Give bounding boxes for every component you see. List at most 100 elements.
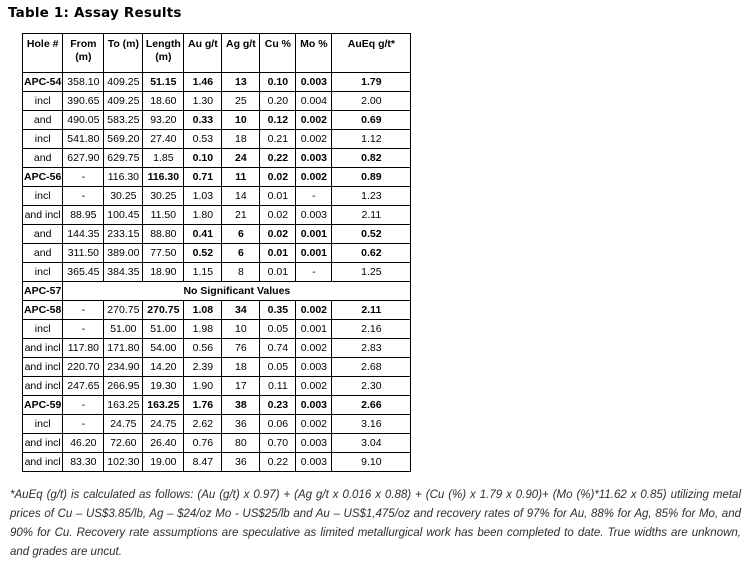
value-cell: 0.004 — [295, 91, 333, 111]
value-cell: 18.90 — [142, 262, 185, 282]
value-cell: 72.60 — [103, 433, 144, 453]
value-cell: 0.74 — [259, 338, 297, 358]
header-cell-1: From (m) — [62, 33, 105, 73]
value-cell: 51.00 — [142, 319, 185, 339]
value-cell: 1.23 — [331, 186, 412, 206]
value-cell: 0.01 — [259, 243, 297, 263]
value-cell: 163.25 — [103, 395, 144, 415]
hole-id-cell: and incl — [21, 376, 64, 396]
table-row: APC-56-116.30 116.30 0.71 11 0.02 0.002 0.89 — [21, 167, 412, 187]
value-cell: 0.002 — [295, 129, 333, 149]
value-cell: 409.25 — [103, 72, 144, 92]
value-cell: 27.40 — [142, 129, 185, 149]
value-cell: 11 — [221, 167, 261, 187]
value-cell: 629.75 — [103, 148, 144, 168]
value-cell: - — [62, 319, 105, 339]
header-cell-2: To (m) — [103, 33, 144, 73]
value-cell: 0.003 — [295, 433, 333, 453]
table-row: incl -30.25 30.25 1.03 14 0.01-1.23 — [21, 186, 412, 206]
value-cell: 0.02 — [259, 224, 297, 244]
value-cell: 1.08 — [183, 300, 223, 320]
table-row: incl 365.45 384.35 18.90 1.15 8 0.01-1.25 — [21, 262, 412, 282]
value-cell: 1.76 — [183, 395, 223, 415]
footnote: *AuEq (g/t) is calculated as follows: (A… — [10, 489, 741, 558]
value-cell: 490.05 — [62, 110, 105, 130]
header-cell-3: Length (m) — [142, 33, 185, 73]
value-cell: 389.00 — [103, 243, 144, 263]
value-cell: 0.33 — [183, 110, 223, 130]
table-row: APC-57 No Significant Values — [21, 281, 412, 301]
value-cell: 233.15 — [103, 224, 144, 244]
value-cell: 1.85 — [142, 148, 185, 168]
value-cell: 0.69 — [331, 110, 412, 130]
value-cell: 80 — [221, 433, 261, 453]
value-cell: 0.003 — [295, 395, 333, 415]
table-row: and incl 220.70 234.90 14.20 2.39 18 0.05 0.003… — [21, 357, 412, 377]
value-cell: 0.20 — [259, 91, 297, 111]
header-cell-7: Mo % — [295, 33, 333, 73]
table-row: and 627.90 629.75 1.85 0.10 24 0.22 0.003 0.82 — [21, 148, 412, 168]
table-title: Table 1: Assay Results — [8, 5, 182, 21]
hole-id-cell: APC-57 — [21, 281, 64, 301]
value-cell: 583.25 — [103, 110, 144, 130]
header-cell-0: Hole # — [21, 33, 64, 73]
value-cell: 0.71 — [183, 167, 223, 187]
value-cell: 220.70 — [62, 357, 105, 377]
value-cell: 10 — [221, 319, 261, 339]
hole-id-cell: incl — [21, 414, 64, 434]
value-cell: - — [295, 262, 333, 282]
value-cell: 1.46 — [183, 72, 223, 92]
value-cell: 0.003 — [295, 452, 333, 472]
value-cell: 0.002 — [295, 338, 333, 358]
table-row: and 144.35 233.15 88.80 0.41 6 0.02 0.001 0.52 — [21, 224, 412, 244]
hole-id-cell: APC-58 — [21, 300, 64, 320]
value-cell: - — [62, 414, 105, 434]
value-cell: 0.01 — [259, 186, 297, 206]
hole-id-cell: incl — [21, 129, 64, 149]
value-cell: 36 — [221, 414, 261, 434]
hole-id-cell: and — [21, 243, 64, 263]
value-cell: 569.20 — [103, 129, 144, 149]
value-cell: 2.39 — [183, 357, 223, 377]
value-cell: 116.30 — [142, 167, 185, 187]
value-cell: 1.30 — [183, 91, 223, 111]
hole-id-cell: APC-56 — [21, 167, 64, 187]
value-cell: 0.002 — [295, 167, 333, 187]
hole-id-cell: and incl — [21, 357, 64, 377]
table-header: Hole # From (m) To (m) Length (m) Au g/t Ag g/t… — [21, 33, 412, 73]
value-cell: 77.50 — [142, 243, 185, 263]
value-cell: 541.80 — [62, 129, 105, 149]
value-cell: 270.75 — [103, 300, 144, 320]
hole-id-cell: and incl — [21, 338, 64, 358]
value-cell: 83.30 — [62, 452, 105, 472]
header-cell-8: AuEq g/t* — [331, 33, 412, 73]
value-cell: 88.80 — [142, 224, 185, 244]
value-cell: 8 — [221, 262, 261, 282]
value-cell: 234.90 — [103, 357, 144, 377]
header-row: Hole # From (m) To (m) Length (m) Au g/t Ag g/t… — [21, 33, 412, 73]
value-cell: 144.35 — [62, 224, 105, 244]
hole-id-cell: APC-59 — [21, 395, 64, 415]
value-cell: 88.95 — [62, 205, 105, 225]
value-cell: - — [62, 186, 105, 206]
value-cell: 0.001 — [295, 224, 333, 244]
value-cell: 365.45 — [62, 262, 105, 282]
value-cell: 14.20 — [142, 357, 185, 377]
value-cell: 358.10 — [62, 72, 105, 92]
value-cell: 102.30 — [103, 452, 144, 472]
value-cell: 1.12 — [331, 129, 412, 149]
value-cell: 0.003 — [295, 357, 333, 377]
value-cell: 6 — [221, 243, 261, 263]
value-cell: 0.35 — [259, 300, 297, 320]
value-cell: 18 — [221, 129, 261, 149]
value-cell: 0.06 — [259, 414, 297, 434]
hole-id-cell: and — [21, 224, 64, 244]
header-cell-6: Cu % — [259, 33, 297, 73]
hole-id-cell: and incl — [21, 452, 64, 472]
value-cell: 36 — [221, 452, 261, 472]
value-cell: 163.25 — [142, 395, 185, 415]
table-row: incl -51.00 51.00 1.98 10 0.05 0.001 2.16 — [21, 319, 412, 339]
value-cell: 25 — [221, 91, 261, 111]
header-cell-5: Ag g/t — [221, 33, 261, 73]
value-cell: - — [62, 300, 105, 320]
